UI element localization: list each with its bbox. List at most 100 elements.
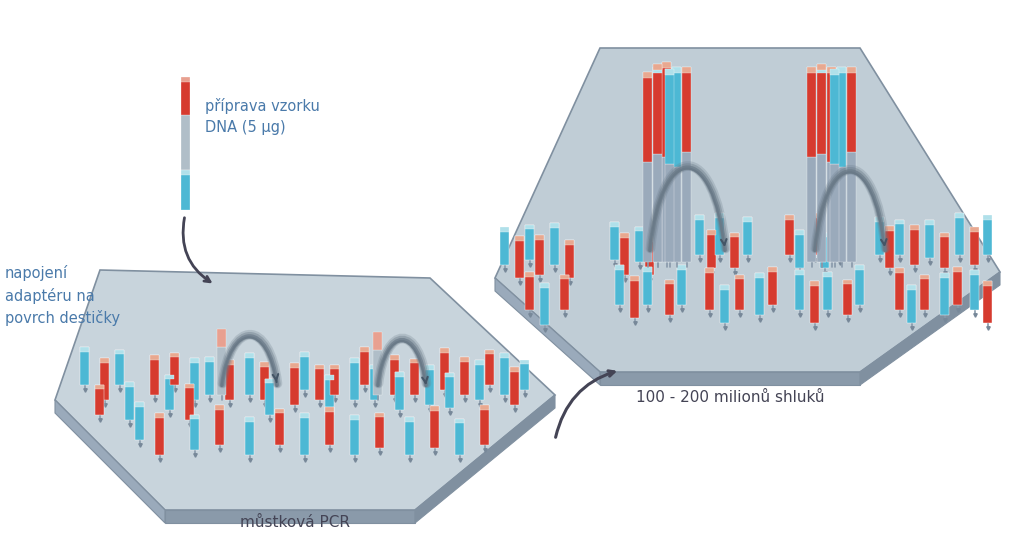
Bar: [461, 357, 470, 361]
Bar: [290, 363, 299, 368]
Bar: [350, 415, 359, 455]
Bar: [500, 227, 510, 232]
Bar: [275, 409, 284, 413]
Bar: [475, 360, 484, 400]
Bar: [116, 350, 125, 385]
Bar: [817, 67, 826, 147]
Bar: [796, 230, 805, 268]
Bar: [155, 413, 164, 455]
Bar: [796, 230, 805, 235]
Bar: [135, 402, 144, 440]
Bar: [441, 348, 450, 390]
Bar: [516, 236, 525, 278]
Bar: [511, 367, 520, 372]
Bar: [350, 358, 359, 400]
Bar: [926, 220, 935, 258]
Bar: [360, 347, 369, 385]
Bar: [186, 384, 195, 420]
Bar: [677, 265, 686, 270]
Bar: [326, 375, 335, 415]
Bar: [630, 276, 639, 318]
Bar: [396, 372, 405, 377]
Bar: [820, 233, 829, 268]
Bar: [191, 415, 200, 450]
Bar: [654, 154, 663, 262]
Bar: [663, 62, 672, 157]
Bar: [827, 67, 836, 73]
Text: můstková PCR: můstková PCR: [240, 515, 350, 530]
Bar: [610, 222, 619, 227]
Bar: [970, 227, 979, 265]
Bar: [191, 358, 200, 363]
Bar: [191, 415, 200, 419]
Bar: [391, 355, 400, 360]
Bar: [885, 226, 894, 268]
Bar: [275, 409, 284, 445]
Bar: [830, 164, 839, 262]
Bar: [331, 365, 339, 395]
Bar: [907, 285, 917, 323]
Polygon shape: [860, 272, 1000, 385]
Bar: [126, 382, 135, 420]
Bar: [370, 365, 380, 369]
Bar: [475, 360, 484, 365]
Bar: [843, 280, 853, 315]
Bar: [406, 417, 414, 421]
Bar: [984, 281, 993, 286]
Polygon shape: [55, 270, 555, 510]
Bar: [663, 62, 672, 68]
Bar: [823, 272, 832, 310]
Bar: [360, 347, 369, 352]
Bar: [217, 347, 226, 395]
Bar: [205, 357, 214, 361]
Bar: [205, 357, 214, 395]
Bar: [731, 233, 740, 268]
Bar: [225, 360, 234, 365]
Bar: [266, 379, 274, 415]
Bar: [835, 218, 844, 258]
Bar: [225, 360, 234, 400]
Bar: [910, 225, 920, 265]
Bar: [370, 365, 380, 400]
Bar: [536, 235, 544, 240]
Bar: [768, 267, 777, 272]
Bar: [811, 281, 819, 286]
Bar: [837, 67, 847, 73]
Bar: [350, 358, 359, 363]
Bar: [921, 275, 930, 310]
Bar: [820, 233, 829, 237]
Bar: [441, 348, 450, 353]
Bar: [95, 385, 105, 415]
Bar: [181, 170, 190, 175]
Bar: [150, 355, 159, 360]
Bar: [768, 267, 777, 305]
Bar: [635, 227, 645, 262]
Bar: [316, 365, 325, 400]
Bar: [374, 350, 383, 395]
Bar: [848, 152, 857, 262]
Bar: [654, 67, 663, 73]
Text: 100 - 200 milionů shluků: 100 - 200 milionů shluků: [635, 390, 824, 405]
Bar: [856, 265, 865, 305]
Bar: [644, 267, 653, 272]
Bar: [817, 147, 826, 262]
Bar: [970, 270, 979, 275]
Bar: [941, 273, 949, 315]
Bar: [500, 353, 510, 395]
Bar: [181, 77, 190, 82]
Bar: [181, 77, 190, 115]
Bar: [456, 419, 465, 423]
Bar: [215, 405, 224, 410]
Bar: [921, 275, 930, 279]
Text: příprava vzorku
DNA (5 μg): příprava vzorku DNA (5 μg): [205, 98, 320, 135]
Bar: [300, 352, 310, 357]
Bar: [895, 220, 904, 224]
Bar: [246, 417, 255, 421]
Bar: [837, 67, 847, 167]
Bar: [695, 215, 704, 220]
Bar: [391, 355, 400, 395]
Bar: [246, 417, 255, 455]
Bar: [808, 157, 816, 262]
Bar: [410, 359, 419, 364]
Bar: [376, 413, 385, 417]
